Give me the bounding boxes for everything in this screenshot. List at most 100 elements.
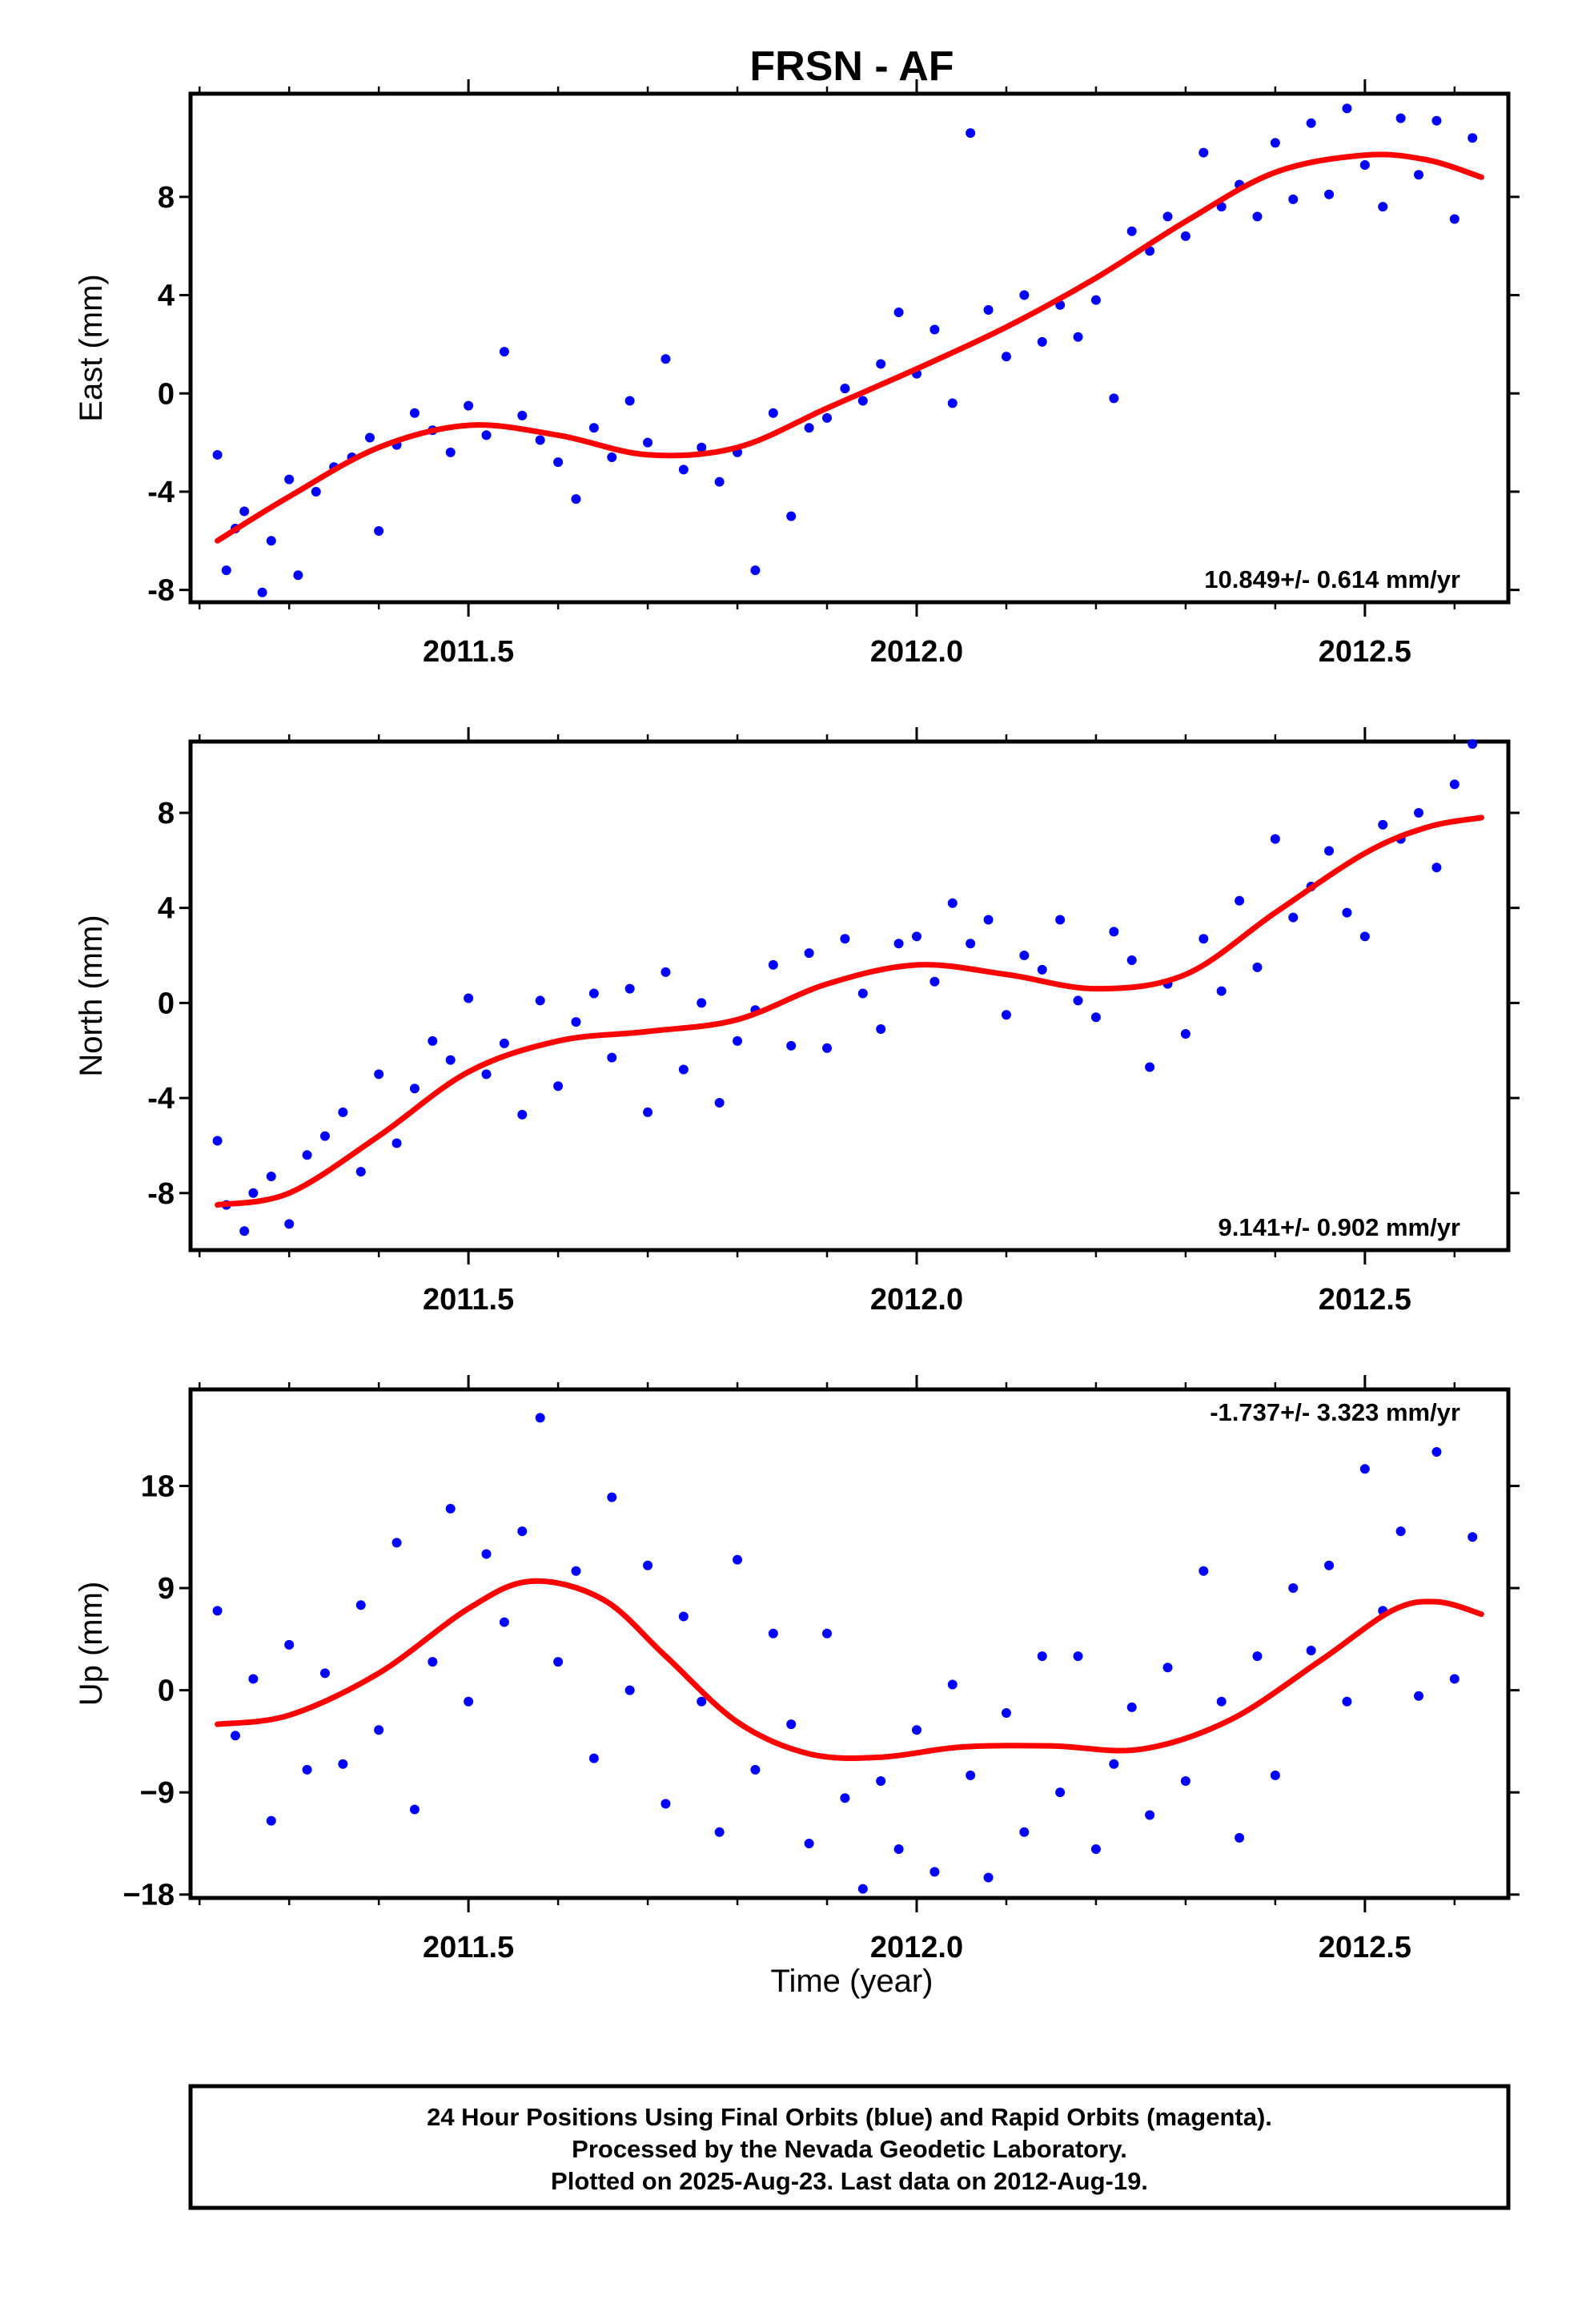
data-point xyxy=(1037,336,1047,347)
y-tick-label: 4 xyxy=(158,892,175,926)
data-point xyxy=(947,898,958,908)
data-point xyxy=(983,1872,994,1883)
data-point xyxy=(391,1538,402,1548)
data-point xyxy=(697,442,707,452)
data-point xyxy=(1055,1787,1066,1798)
y-tick-label: -8 xyxy=(147,574,175,608)
y-tick-label: 0 xyxy=(158,377,175,411)
data-point xyxy=(822,412,833,423)
y-tick-label: 4 xyxy=(158,279,175,313)
data-point xyxy=(1109,393,1119,404)
data-point xyxy=(1449,214,1460,224)
data-point xyxy=(1342,1696,1352,1707)
data-point xyxy=(239,506,250,517)
data-point xyxy=(1378,819,1388,830)
y-tick-label: -4 xyxy=(147,476,175,509)
data-point xyxy=(678,464,689,475)
data-point xyxy=(1359,1464,1370,1474)
data-point xyxy=(374,526,384,537)
data-point xyxy=(445,1503,456,1514)
data-point xyxy=(535,995,545,1006)
data-point xyxy=(1342,103,1352,114)
y-axis-title: Up (mm) xyxy=(74,1582,109,1707)
data-point xyxy=(750,1764,761,1775)
data-point xyxy=(588,423,599,433)
data-point xyxy=(445,1055,456,1065)
data-point xyxy=(947,398,958,408)
data-point xyxy=(302,1764,312,1775)
data-point xyxy=(517,1526,528,1537)
data-point xyxy=(840,1793,850,1803)
data-point xyxy=(1199,147,1209,158)
data-point xyxy=(1037,964,1047,975)
data-point xyxy=(911,931,921,942)
data-point xyxy=(1468,1532,1478,1542)
data-point xyxy=(1001,1010,1011,1020)
data-point xyxy=(481,1069,492,1080)
x-tick-label: 2012.5 xyxy=(1319,1283,1411,1317)
chart-title: FRSN - AF xyxy=(749,43,954,90)
data-point xyxy=(1414,170,1424,180)
data-point xyxy=(221,565,231,576)
data-point xyxy=(1359,931,1370,942)
rate-label: 9.141+/- 0.902 mm/yr xyxy=(1219,1213,1460,1241)
data-point xyxy=(1109,927,1119,937)
data-point xyxy=(588,1753,599,1763)
data-point xyxy=(857,988,868,999)
data-point xyxy=(876,359,886,369)
y-tick-label: -8 xyxy=(147,1177,175,1211)
data-point xyxy=(1449,779,1460,790)
data-point xyxy=(607,452,617,463)
data-point xyxy=(571,1566,581,1576)
data-point xyxy=(481,430,492,440)
data-point xyxy=(697,1696,707,1707)
data-point xyxy=(697,998,707,1008)
data-point xyxy=(624,396,635,406)
data-point xyxy=(893,939,904,949)
data-point xyxy=(1019,1827,1030,1837)
y-tick-label: −9 xyxy=(140,1776,175,1810)
data-point xyxy=(1073,995,1083,1006)
data-point xyxy=(930,324,940,335)
data-point xyxy=(553,1081,564,1092)
data-point xyxy=(643,1107,653,1117)
footer-frame xyxy=(188,2084,1511,2210)
data-point xyxy=(1073,332,1083,342)
data-point xyxy=(768,408,778,418)
footer-box: 24 Hour Positions Using Final Orbits (bl… xyxy=(188,2084,1511,2210)
data-point xyxy=(947,1679,958,1690)
data-point xyxy=(374,1725,384,1735)
data-point xyxy=(212,1136,223,1146)
data-point xyxy=(1270,1770,1280,1780)
data-point xyxy=(319,1668,330,1679)
data-point xyxy=(1126,955,1137,965)
data-point xyxy=(1324,1560,1335,1570)
data-point xyxy=(786,1719,797,1730)
data-point xyxy=(1090,1012,1101,1023)
data-point xyxy=(750,565,761,576)
footer-line-1: 24 Hour Positions Using Final Orbits (bl… xyxy=(427,2103,1272,2131)
data-point xyxy=(1180,231,1191,241)
data-point xyxy=(1019,290,1030,300)
data-point xyxy=(1431,1446,1442,1457)
data-point xyxy=(1019,951,1030,961)
y-tick-label: −18 xyxy=(123,1879,175,1912)
x-tick-label: 2012.0 xyxy=(870,1931,963,1964)
data-point xyxy=(481,1549,492,1559)
data-point xyxy=(804,1838,814,1848)
rate-label: 10.849+/- 0.614 mm/yr xyxy=(1204,565,1460,593)
data-point xyxy=(857,1884,868,1894)
y-tick-label: -4 xyxy=(147,1082,175,1116)
data-point xyxy=(786,511,797,521)
data-point xyxy=(1126,226,1137,236)
data-point xyxy=(1109,1759,1119,1769)
data-point xyxy=(1090,295,1101,305)
data-point xyxy=(983,304,994,315)
data-point xyxy=(409,1804,420,1815)
data-point xyxy=(804,423,814,433)
data-point xyxy=(678,1611,689,1622)
data-point xyxy=(239,1226,250,1236)
data-point xyxy=(1378,202,1388,212)
